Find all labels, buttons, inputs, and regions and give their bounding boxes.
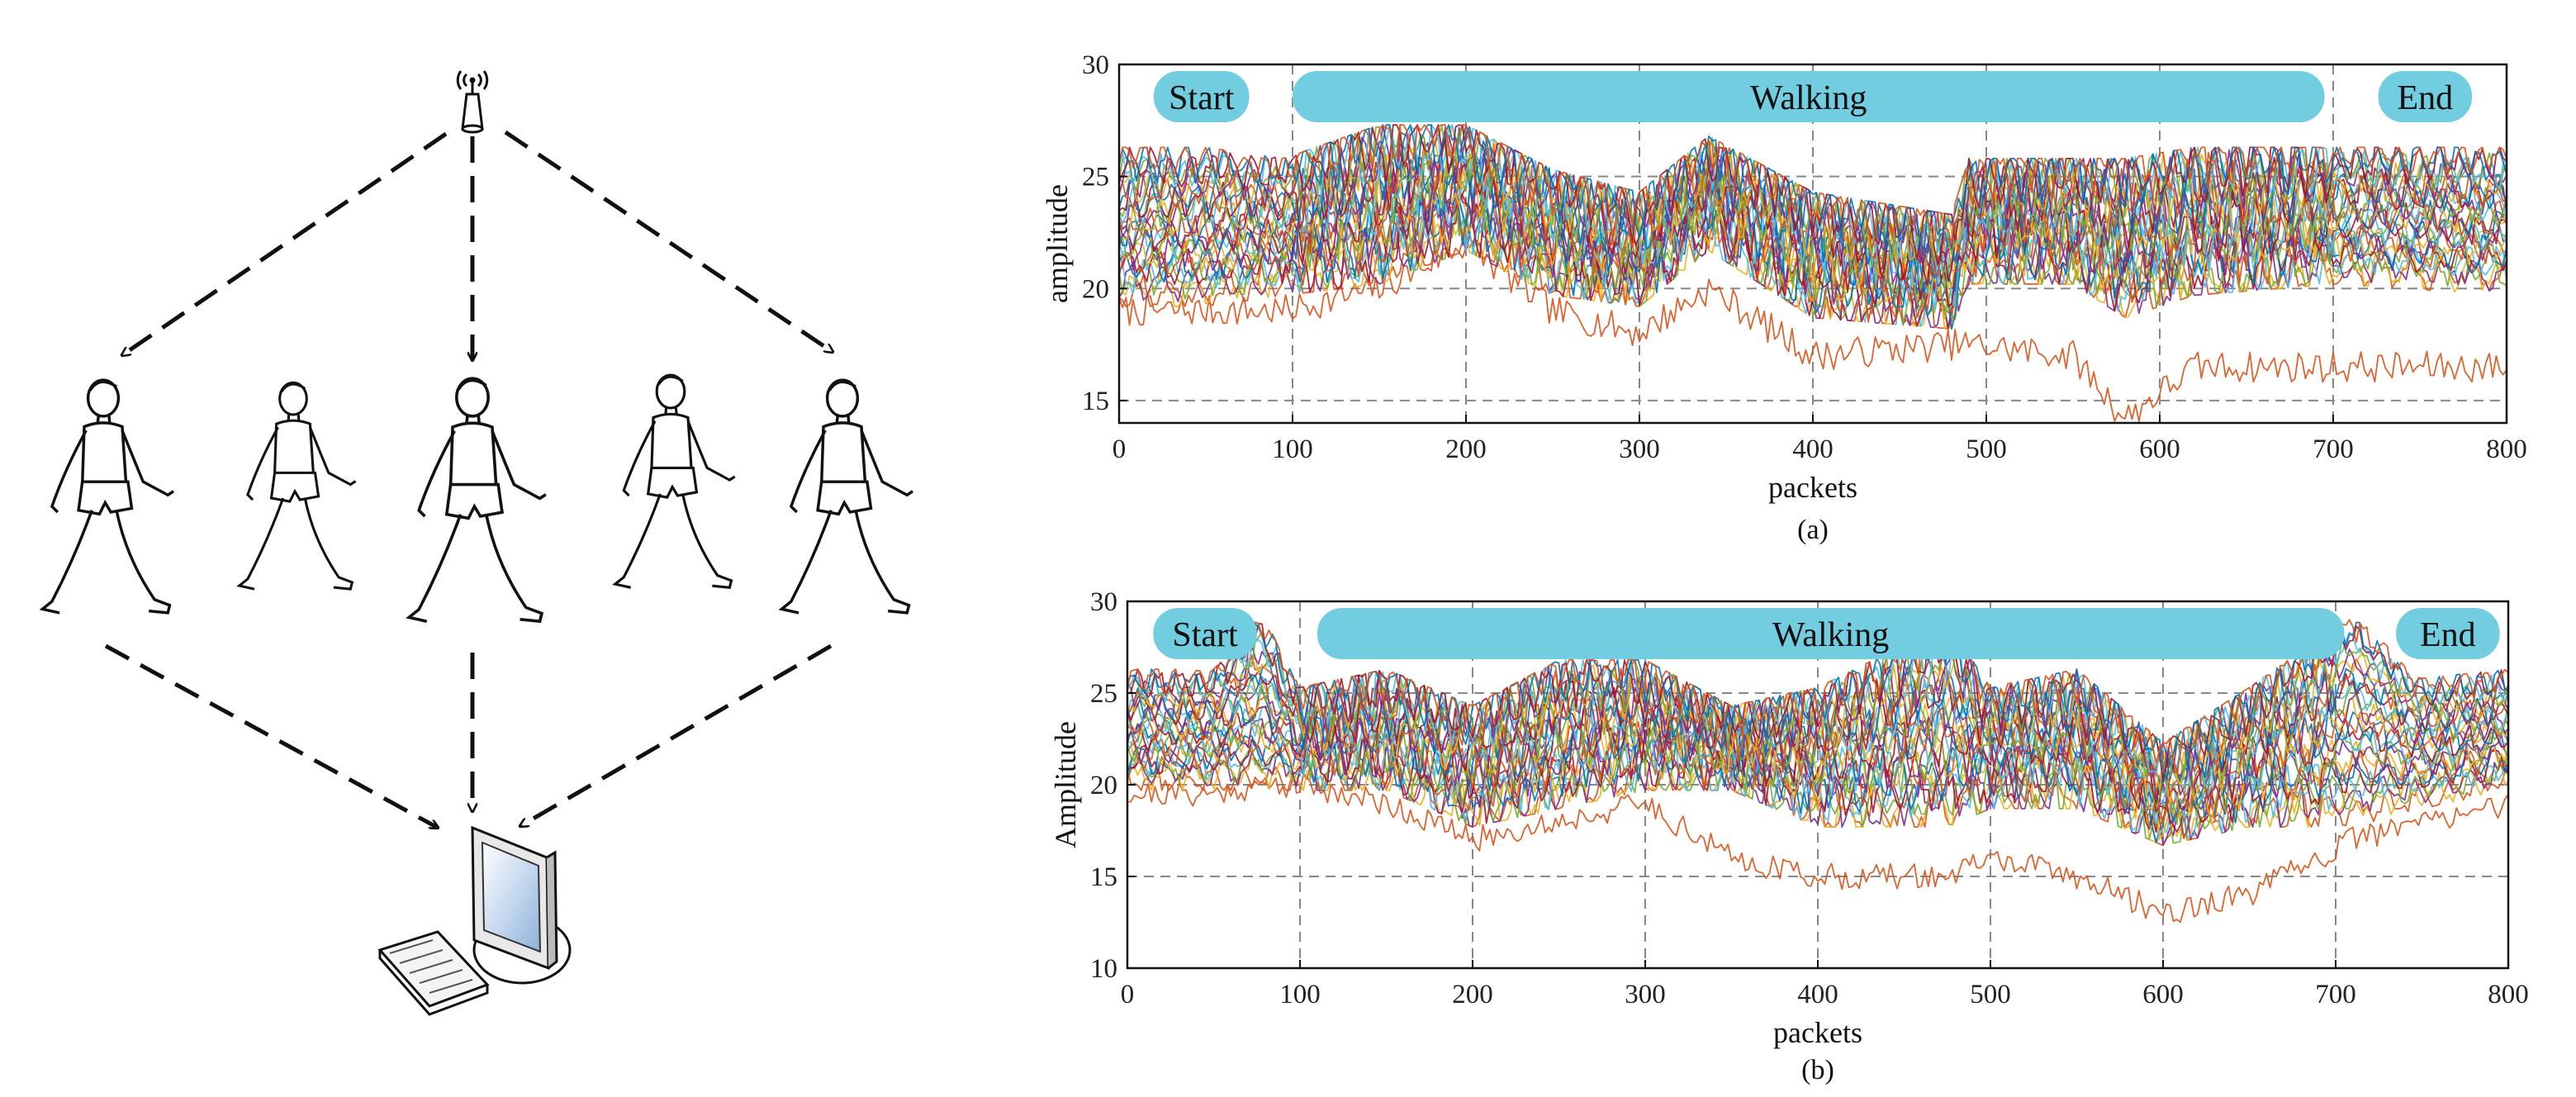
x-tick-label: 600 — [2142, 980, 2184, 1009]
series-line-b-4 — [1127, 742, 2509, 847]
x-tick-label: 300 — [1619, 435, 1660, 464]
phase-bar-end-b — [2396, 608, 2500, 659]
phase-label-start-b: Start — [1172, 616, 1238, 654]
series-line-b-29 — [1127, 621, 2509, 781]
x-tick-label: 200 — [1452, 980, 1493, 1009]
x-axis-b: 0 100 200 300 400 500 600 700 800 — [1121, 960, 2529, 1009]
phase-bar-end-a — [2378, 71, 2472, 122]
x-axis-title-a: packets — [1768, 471, 1857, 504]
y-tick-label: 30 — [1082, 50, 1109, 80]
computer-monitor-icon — [377, 825, 572, 1016]
phase-bar-walking-b — [1316, 608, 2345, 659]
x-tick-label: 100 — [1272, 435, 1313, 464]
series-group-a — [1118, 124, 2507, 422]
y-axis-title-b: Amplitude — [1049, 721, 1082, 848]
phase-label-walking-b: Walking — [1772, 616, 1889, 654]
y-tick-label: 15 — [1090, 862, 1117, 892]
y-axis-b: 10 15 20 25 30 — [1090, 587, 1136, 984]
signal-arrows — [104, 130, 833, 828]
phase-bar-walking-a — [1293, 71, 2325, 122]
y-axis-title-a: amplitude — [1041, 184, 1074, 303]
y-tick-label: 25 — [1082, 163, 1109, 192]
y-tick-label: 30 — [1090, 587, 1117, 617]
series-line-a-26 — [1118, 124, 2507, 263]
y-tick-label: 20 — [1082, 274, 1109, 304]
series-line-a-30 — [1118, 124, 2507, 249]
phase-label-end-b: End — [2420, 616, 2476, 654]
keyboard-icon — [377, 930, 490, 1016]
series-line-a-1 — [1118, 240, 2507, 422]
x-tick-label: 700 — [2313, 435, 2354, 464]
phase-bar-start-b — [1153, 608, 1257, 659]
y-tick-label: 25 — [1090, 679, 1117, 709]
phase-label-start-a: Start — [1169, 79, 1235, 117]
phase-label-end-a: End — [2397, 79, 2453, 117]
router-antenna-icon — [456, 70, 489, 134]
series-line-a-20 — [1118, 145, 2507, 287]
x-tick-label: 400 — [1792, 435, 1834, 464]
phase-bars-b: Start Walking End — [1153, 608, 2500, 659]
x-tick-label: 800 — [2488, 980, 2529, 1009]
y-tick-label: 15 — [1082, 387, 1109, 416]
phase-label-walking-a: Walking — [1750, 79, 1867, 117]
x-tick-label: 700 — [2315, 980, 2356, 1009]
wifi-sensing-diagram — [40, 70, 914, 1016]
x-tick-label: 200 — [1445, 435, 1487, 464]
x-tick-label: 600 — [2139, 435, 2180, 464]
x-tick-label: 800 — [2486, 435, 2527, 464]
series-line-b-11 — [1127, 718, 2509, 827]
x-axis-title-b: packets — [1773, 1016, 1862, 1049]
series-line-b-1 — [1127, 772, 2509, 924]
caption-b: (b) — [1801, 1055, 1834, 1085]
series-line-a-27 — [1118, 124, 2507, 259]
series-line-b-10 — [1127, 718, 2509, 840]
x-tick-label: 0 — [1121, 980, 1135, 1009]
caption-a: (a) — [1797, 515, 1829, 545]
x-tick-label: 500 — [1970, 980, 2011, 1009]
x-tick-label: 300 — [1625, 980, 1666, 1009]
x-axis-a: 0 100 200 300 400 500 600 700 800 — [1112, 415, 2527, 464]
phase-bar-start-a — [1154, 71, 1250, 122]
plot-area-b: Start Walking End — [1126, 600, 2510, 970]
y-axis-a: 15 20 25 30 — [1082, 50, 1127, 416]
series-line-a-16 — [1118, 155, 2507, 302]
series-line-a-29 — [1118, 124, 2507, 256]
x-tick-label: 400 — [1797, 980, 1838, 1009]
y-tick-label: 20 — [1090, 771, 1117, 800]
series-line-b-30 — [1127, 619, 2509, 774]
phase-bars-a: Start Walking End — [1154, 71, 2472, 122]
x-tick-label: 0 — [1112, 435, 1127, 464]
x-tick-label: 500 — [1966, 435, 2007, 464]
series-group-b — [1127, 619, 2509, 924]
plot-area-a: Start Walking End — [1117, 63, 2508, 425]
series-line-a-28 — [1118, 124, 2507, 265]
series-line-a-18 — [1118, 152, 2507, 290]
series-line-b-24 — [1127, 652, 2509, 791]
y-tick-label: 10 — [1090, 954, 1117, 984]
series-line-b-25 — [1127, 641, 2509, 780]
series-line-b-13 — [1127, 705, 2509, 825]
x-tick-label: 100 — [1279, 980, 1321, 1009]
